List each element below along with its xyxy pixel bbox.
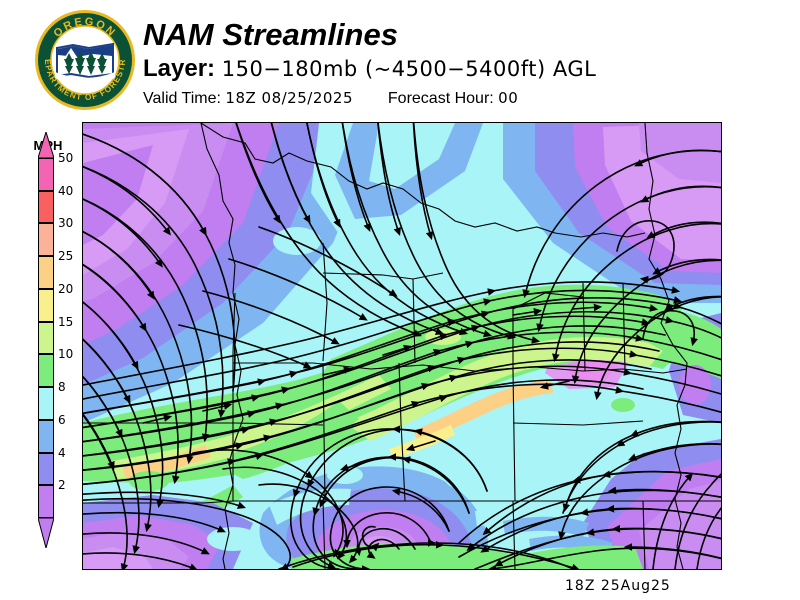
colorbar-tick-label: 50 [58, 151, 74, 165]
colorbar-tick-label: 10 [58, 347, 74, 362]
weather-map[interactable] [82, 122, 722, 570]
page-header: OREGON DEPARTMENT OF FORESTRY NAM Stream… [0, 0, 800, 118]
colorbar-segment [38, 256, 54, 289]
colorbar-segment [38, 288, 54, 322]
colorbar-tick-label: 15 [58, 314, 74, 329]
map-svg [83, 123, 721, 569]
colorbar-tick-label: 25 [58, 249, 74, 264]
layer-line: Layer: 150−180mb (~4500−5400ft) AGL [143, 54, 596, 84]
layer-label: Layer: [143, 55, 216, 82]
colorbar-segment [38, 190, 54, 224]
colorbar-tick-label: 20 [58, 281, 74, 296]
colorbar-tick-label: 40 [58, 183, 74, 198]
colorbar-segment [38, 321, 54, 355]
colorbar-segment [38, 485, 54, 518]
colorbar-cap-low [38, 518, 54, 548]
valid-time-line: Valid Time: 18Z 08/25/2025 Forecast Hour… [143, 87, 596, 110]
forecast-hour-label: Forecast Hour: [387, 90, 494, 107]
valid-time-label: Valid Time: [143, 90, 221, 107]
title-block: NAM Streamlines Layer: 150−180mb (~4500−… [143, 18, 596, 110]
colorbar-tick-label: 8 [58, 380, 66, 395]
layer-value: 150−180mb (~4500−5400ft) AGL [221, 57, 597, 81]
logo-svg: OREGON DEPARTMENT OF FORESTRY [29, 1, 135, 110]
colorbar-segment [38, 354, 54, 388]
map-timestamp: 18Z 25Aug25 [565, 578, 671, 594]
colorbar-tick-label: 2 [58, 478, 66, 493]
colorbar-tick-label: 6 [58, 412, 66, 427]
colorbar-tick-label: 4 [58, 445, 66, 460]
colorbar-segment [38, 223, 54, 257]
forecast-hour-value: 00 [498, 89, 519, 107]
colorbar-tick-label: 30 [58, 216, 74, 231]
valid-time-value: 18Z 08/25/2025 [225, 89, 353, 107]
oregon-dept-forestry-logo: OREGON DEPARTMENT OF FORESTRY [29, 1, 137, 112]
colorbar-strip: 2 4 6 8 10 15 20 25 30 40 50 [38, 132, 73, 548]
colorbar-cap-high [38, 132, 54, 158]
streamlines [83, 123, 721, 569]
colorbar-segment [38, 387, 54, 420]
colorbar-segment [38, 158, 54, 191]
colorbar-segment [38, 419, 54, 453]
colorbar-segment [38, 452, 54, 486]
page-title: NAM Streamlines [143, 17, 398, 52]
